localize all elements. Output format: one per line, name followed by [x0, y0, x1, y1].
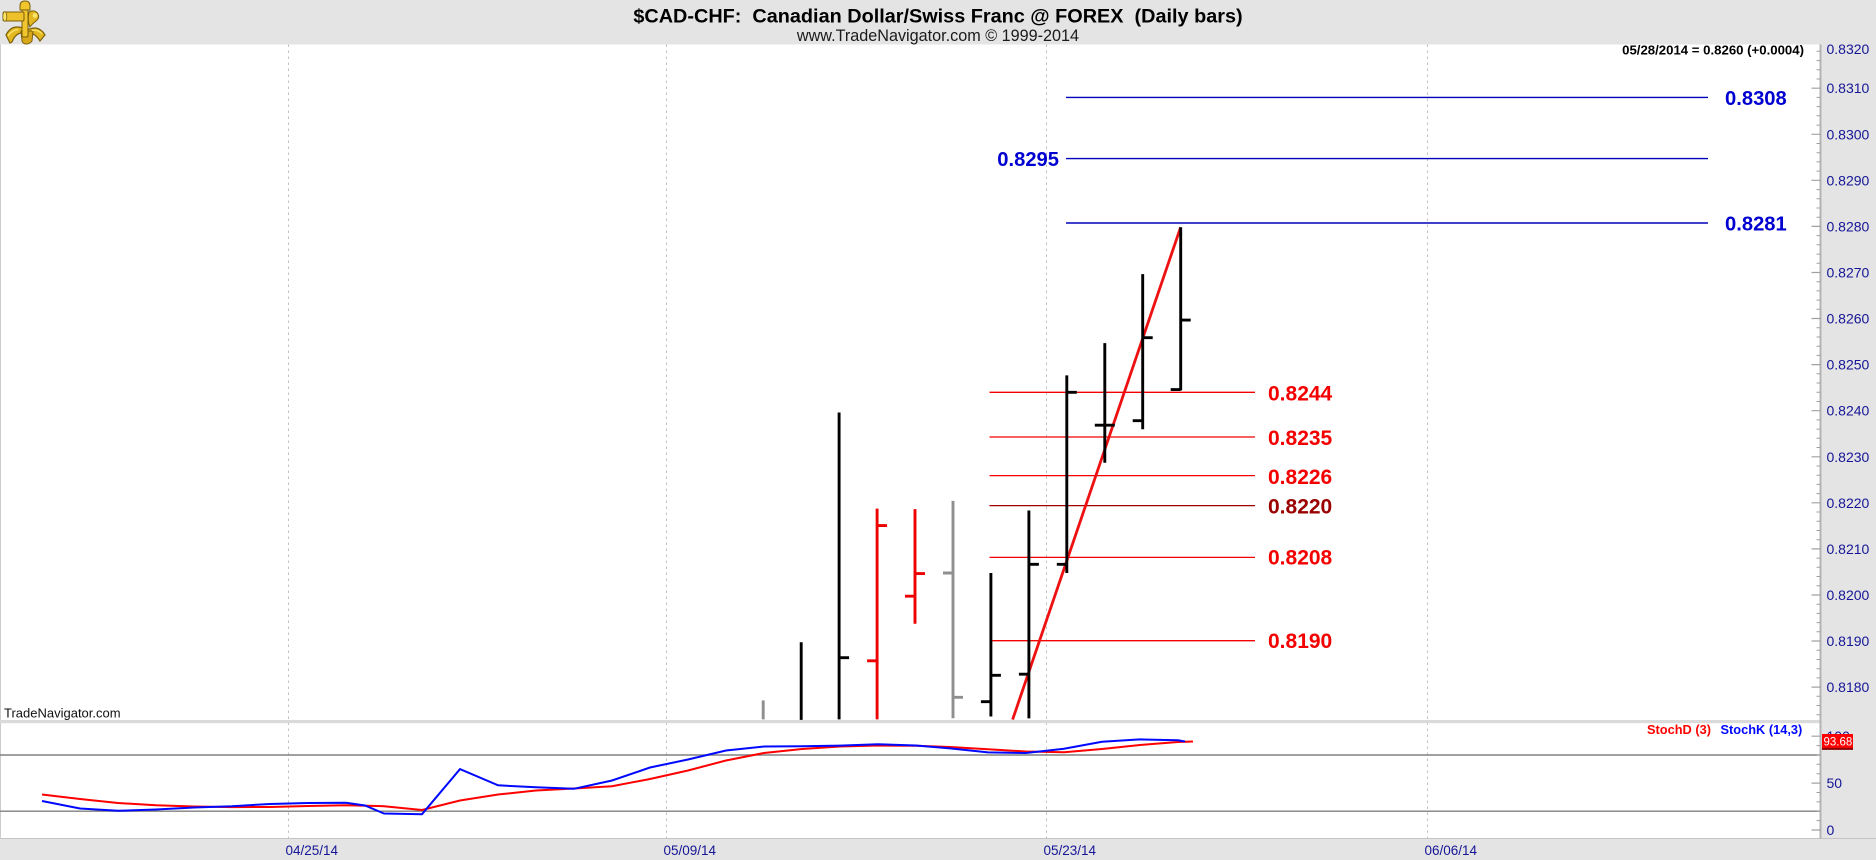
svg-text:0.8281: 0.8281 [1725, 213, 1787, 235]
svg-text:0: 0 [1827, 822, 1835, 838]
svg-text:0.8220: 0.8220 [1268, 496, 1332, 519]
svg-text:0.8320: 0.8320 [1827, 41, 1870, 57]
svg-text:05/23/14: 05/23/14 [1044, 843, 1097, 858]
svg-text:05/09/14: 05/09/14 [664, 843, 717, 858]
svg-text:0.8190: 0.8190 [1268, 630, 1332, 653]
svg-text:0.8230: 0.8230 [1827, 449, 1870, 465]
svg-text:0.8280: 0.8280 [1827, 218, 1870, 234]
svg-text:04/25/14: 04/25/14 [286, 843, 339, 858]
svg-text:0.8235: 0.8235 [1268, 427, 1333, 450]
svg-text:0.8295: 0.8295 [997, 149, 1059, 171]
svg-text:0.8240: 0.8240 [1827, 403, 1870, 419]
svg-text:0.8270: 0.8270 [1827, 265, 1870, 281]
svg-text:www.TradeNavigator.com © 1999-: www.TradeNavigator.com © 1999-2014 [796, 27, 1079, 45]
svg-text:05/28/2014 = 0.8260 (+0.0004): 05/28/2014 = 0.8260 (+0.0004) [1622, 42, 1804, 57]
svg-text:TradeNavigator.com: TradeNavigator.com [4, 706, 121, 721]
svg-text:0.8208: 0.8208 [1268, 547, 1333, 570]
svg-text:0.8250: 0.8250 [1827, 357, 1870, 373]
svg-text:93.68: 93.68 [1824, 737, 1853, 749]
svg-text:0.8200: 0.8200 [1827, 587, 1870, 603]
svg-text:0.8300: 0.8300 [1827, 126, 1870, 142]
svg-text:0.8260: 0.8260 [1827, 311, 1870, 327]
svg-text:0.8310: 0.8310 [1827, 80, 1870, 96]
svg-text:StochK (14,3): StochK (14,3) [1721, 722, 1803, 737]
svg-text:50: 50 [1827, 775, 1843, 791]
svg-text:$CAD-CHF: Canadian Dollar/Swi: $CAD-CHF: Canadian Dollar/Swiss Franc @ … [633, 6, 1242, 28]
svg-text:0.8190: 0.8190 [1827, 633, 1870, 649]
svg-text:0.8244: 0.8244 [1268, 382, 1333, 405]
svg-text:0.8226: 0.8226 [1268, 466, 1332, 489]
svg-text:0.8220: 0.8220 [1827, 495, 1870, 511]
svg-text:0.8308: 0.8308 [1725, 88, 1787, 110]
svg-text:0.8290: 0.8290 [1827, 172, 1870, 188]
svg-text:0.8210: 0.8210 [1827, 541, 1870, 557]
svg-text:0.8180: 0.8180 [1827, 679, 1870, 695]
svg-text:StochD (3): StochD (3) [1647, 722, 1711, 737]
svg-text:06/06/14: 06/06/14 [1425, 843, 1478, 858]
